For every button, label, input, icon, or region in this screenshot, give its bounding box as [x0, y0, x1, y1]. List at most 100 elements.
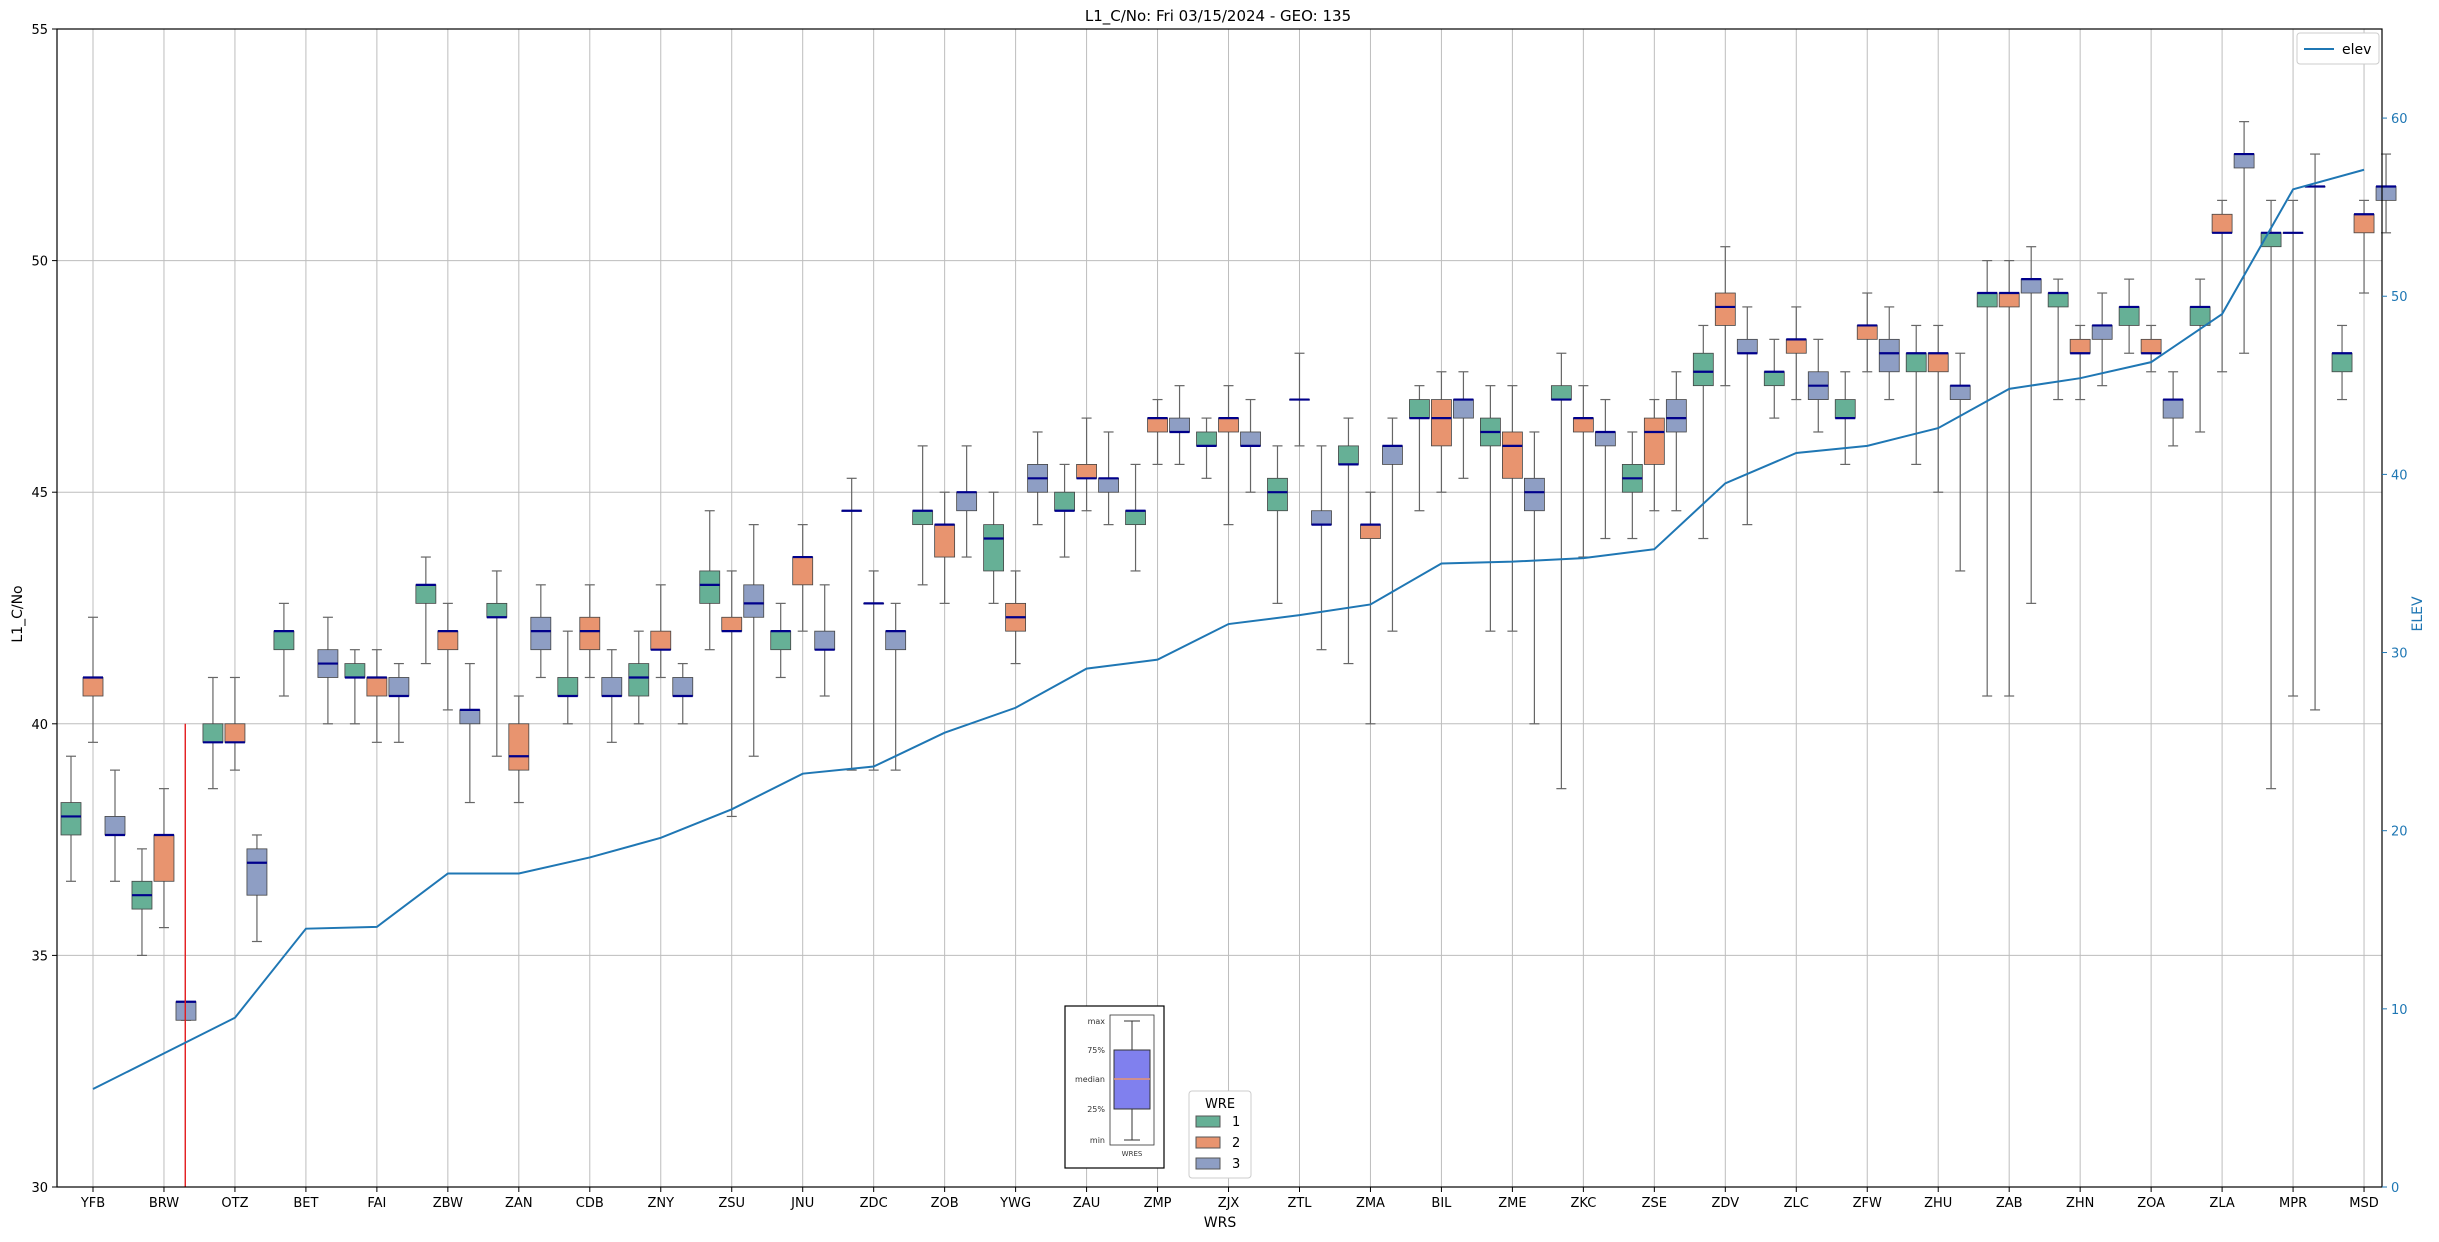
- box-iqr: [814, 630, 836, 651]
- inset-label-max: max: [1088, 1017, 1106, 1026]
- x-tick-label: BIL: [1431, 1196, 1452, 1211]
- box-wrs-zhu-wre1: [1905, 324, 1927, 466]
- box-wrs-ztl-wre3: [1311, 445, 1332, 651]
- box-wrs-zjx-wre2: [1218, 385, 1239, 526]
- box-wrs-msd-wre2: [2353, 199, 2375, 294]
- box-wrs-cdb-wre2: [579, 584, 601, 679]
- wre-legend-swatch-1: [1195, 1115, 1221, 1128]
- x-tick-label: ZLC: [1784, 1196, 1809, 1211]
- inset-caption: WRES: [1122, 1150, 1143, 1158]
- box-iqr: [1409, 399, 1430, 419]
- chart-title: L1_C/No: Fri 03/15/2024 - GEO: 135: [1085, 7, 1351, 26]
- box-wrs-zob-wre1: [912, 445, 934, 586]
- box-wrs-msd-wre3: [2375, 153, 2397, 234]
- wre-legend-frame: [1188, 1090, 1252, 1179]
- box-wrs-jnu-wre3: [814, 584, 836, 697]
- box-iqr: [224, 723, 246, 743]
- box-iqr: [1311, 510, 1332, 526]
- box-wrs-zan-wre1: [486, 570, 508, 757]
- box-iqr: [983, 524, 1005, 572]
- box-iqr: [1949, 385, 1971, 400]
- box-wrs-zoa-wre2: [2140, 324, 2162, 373]
- box-wrs-bet-wre3: [317, 616, 339, 725]
- x-tick-label: BRW: [149, 1196, 179, 1211]
- x-tick-label: ZMP: [1144, 1196, 1172, 1211]
- x-tick-label: CDB: [576, 1196, 604, 1211]
- box-wrs-ywg-wre1: [983, 491, 1005, 604]
- y2-tick-label: 50: [2391, 290, 2408, 305]
- box-iqr: [628, 663, 650, 697]
- box-iqr: [1240, 431, 1261, 447]
- box-wrs-zjx-wre3: [1240, 398, 1261, 493]
- x-tick-label: MPR: [2279, 1196, 2307, 1211]
- elev-legend: elev: [2296, 32, 2380, 65]
- box-iqr: [2140, 338, 2162, 354]
- box-wrs-zhu-wre3: [1949, 352, 1971, 572]
- box-wrs-jnu-wre1: [770, 602, 792, 679]
- box-wrs-zla-wre2: [2211, 199, 2233, 373]
- box-iqr: [1169, 417, 1190, 433]
- box-iqr: [1927, 352, 1949, 373]
- box-wrs-zau-wre2: [1076, 417, 1097, 512]
- box-wrs-bil-wre1: [1409, 385, 1430, 512]
- y-tick-label: 35: [31, 949, 48, 964]
- box-wrs-ywg-wre3: [1027, 431, 1049, 526]
- box-wrs-zmp-wre3: [1169, 385, 1190, 466]
- y2-tick-label: 20: [2391, 825, 2408, 840]
- box-wrs-cdb-wre3: [601, 649, 623, 743]
- box-iqr: [2331, 352, 2353, 373]
- inset-label-q1: 25%: [1087, 1105, 1105, 1114]
- box-wrs-zma-wre2: [1360, 491, 1381, 725]
- box-wrs-zlc-wre2: [1785, 306, 1807, 401]
- box-wrs-cdb-wre1: [557, 630, 579, 725]
- y2-tick-label: 30: [2391, 647, 2408, 662]
- box-wrs-zfw-wre2: [1856, 292, 1878, 373]
- box-iqr: [82, 677, 104, 697]
- box-wrs-zfw-wre1: [1834, 371, 1856, 466]
- box-iqr: [1147, 417, 1168, 433]
- box-iqr: [1431, 399, 1452, 447]
- box-wrs-zab-wre1: [1976, 260, 1998, 697]
- ticks-layer: 30 35 40 45 50 55 0 10 20 30 40 50 60 YFB BRW OTZ BET FAI…: [31, 23, 2407, 1211]
- box-iqr: [344, 663, 366, 678]
- box-iqr: [459, 709, 481, 725]
- y2-axis-label: ELEV: [2410, 596, 2426, 631]
- box-wrs-yfb-wre2: [82, 616, 104, 743]
- box-wrs-zmp-wre1: [1125, 463, 1146, 572]
- box-wrs-zkc-wre1: [1550, 352, 1572, 790]
- inset-label-median: median: [1075, 1075, 1105, 1084]
- box-wrs-bet-wre1: [273, 602, 295, 697]
- box-wrs-ywg-wre2: [1005, 570, 1027, 665]
- box-iqr: [912, 510, 934, 526]
- inset-label-min: min: [1090, 1136, 1105, 1145]
- box-wrs-zau-wre1: [1054, 463, 1075, 558]
- box-iqr: [1196, 431, 1217, 447]
- wre-legend-swatch-2: [1195, 1136, 1221, 1149]
- x-tick-label: OTZ: [221, 1196, 248, 1211]
- box-iqr: [1643, 417, 1665, 465]
- box-wrs-yfb-wre3: [104, 769, 126, 882]
- wre-legend: WRE 1 2 3: [1188, 1090, 1252, 1179]
- grid-layer: [57, 28, 2382, 1188]
- box-iqr: [2375, 186, 2397, 201]
- x-tick-label: ZLA: [2209, 1196, 2234, 1211]
- x-tick-label: YFB: [80, 1196, 105, 1211]
- box-wrs-zny-wre2: [650, 584, 672, 679]
- box-iqr: [1267, 477, 1288, 512]
- wre-legend-label-2: 2: [1232, 1136, 1240, 1151]
- plot-frame: [56, 28, 2383, 1188]
- box-iqr: [1218, 417, 1239, 433]
- box-wrs-brw-wre2: [153, 788, 175, 929]
- box-iqr: [1905, 352, 1927, 373]
- y-axis-label: L1_C/No: [10, 585, 26, 642]
- box-wrs-zbw-wre2: [437, 602, 459, 711]
- box-wrs-fai-wre2: [366, 649, 388, 743]
- box-wrs-zma-wre1: [1338, 417, 1359, 665]
- box-iqr: [1502, 431, 1523, 479]
- wre-legend-title: WRE: [1205, 1097, 1235, 1112]
- box-iqr: [175, 1001, 197, 1021]
- x-tick-label: ZME: [1498, 1196, 1526, 1211]
- box-iqr: [2091, 325, 2113, 340]
- box-iqr: [508, 723, 530, 771]
